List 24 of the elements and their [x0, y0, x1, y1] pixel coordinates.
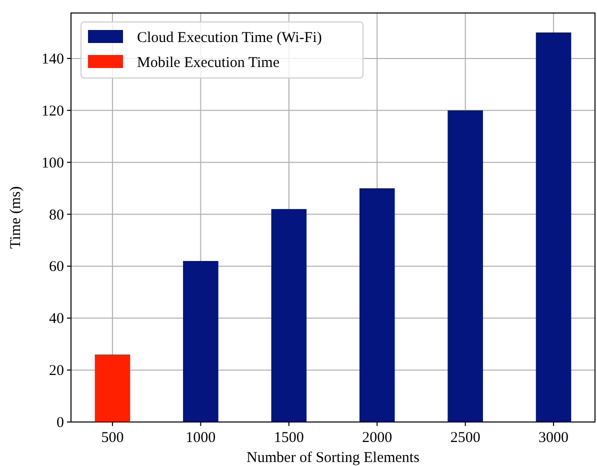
- x-tick-label: 1500: [274, 430, 304, 446]
- bar: [271, 209, 307, 422]
- legend-label: Cloud Execution Time (Wi-Fi): [137, 30, 322, 46]
- y-tick-label: 60: [49, 259, 64, 276]
- x-axis-title: Number of Sorting Elements: [246, 450, 420, 466]
- y-tick-label: 120: [42, 103, 64, 120]
- y-tick-label: 100: [42, 155, 64, 172]
- bar: [94, 354, 130, 422]
- bar: [536, 32, 572, 422]
- y-tick-label: 0: [56, 415, 64, 431]
- y-tick-label: 40: [49, 311, 64, 328]
- y-axis-title: Time (ms): [8, 186, 24, 249]
- x-tick-label: 2500: [450, 430, 480, 446]
- bar: [448, 110, 483, 422]
- y-tick-label: 20: [49, 363, 64, 380]
- y-tick-label: 80: [49, 207, 64, 224]
- x-tick-label: 1000: [186, 430, 216, 446]
- legend-label: Mobile Execution Time: [137, 55, 280, 71]
- y-tick-label: 140: [42, 51, 64, 68]
- bar: [359, 188, 395, 422]
- x-tick-label: 3000: [538, 430, 569, 446]
- x-tick-label: 500: [101, 430, 124, 446]
- bar: [183, 260, 218, 422]
- x-tick-label: 2000: [362, 430, 392, 446]
